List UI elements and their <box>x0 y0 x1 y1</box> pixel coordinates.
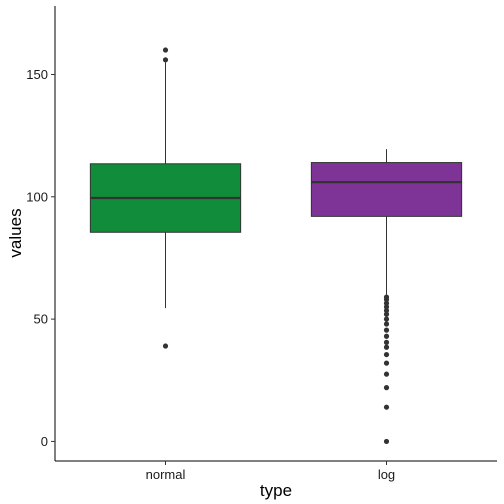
x-tick-label: log <box>378 467 395 482</box>
outlier-point <box>383 327 390 333</box>
y-tick-label: 0 <box>41 434 48 449</box>
box-log <box>310 149 463 445</box>
y-tick-label: 150 <box>26 67 48 82</box>
outlier-point <box>383 304 390 310</box>
outlier-point <box>383 344 390 350</box>
box-normal <box>89 47 242 349</box>
boxes-layer <box>89 47 463 445</box>
iqr-box <box>310 162 463 217</box>
outlier-point <box>383 300 390 306</box>
outlier-point <box>162 47 169 53</box>
outlier-point <box>383 371 390 377</box>
outlier-point <box>383 311 390 317</box>
outlier-point <box>383 438 390 445</box>
outlier-point <box>383 321 390 327</box>
outlier-point <box>162 343 169 349</box>
x-axis-title: type <box>260 481 292 500</box>
outlier-point <box>383 307 390 314</box>
y-tick-label: 50 <box>34 312 48 327</box>
outlier-point <box>162 57 169 63</box>
y-tick-label: 100 <box>26 189 48 204</box>
outlier-point <box>383 316 390 322</box>
outlier-point <box>383 360 390 366</box>
outlier-point <box>383 333 390 339</box>
y-axis-title: values <box>6 208 25 257</box>
axes-layer: 0 50 100 150 normal log <box>26 67 395 482</box>
outlier-point <box>383 339 390 345</box>
outlier-point <box>383 296 390 303</box>
x-tick-label: normal <box>146 467 186 482</box>
outlier-point <box>383 385 390 391</box>
outlier-point <box>383 351 390 358</box>
outlier-point <box>383 404 390 410</box>
